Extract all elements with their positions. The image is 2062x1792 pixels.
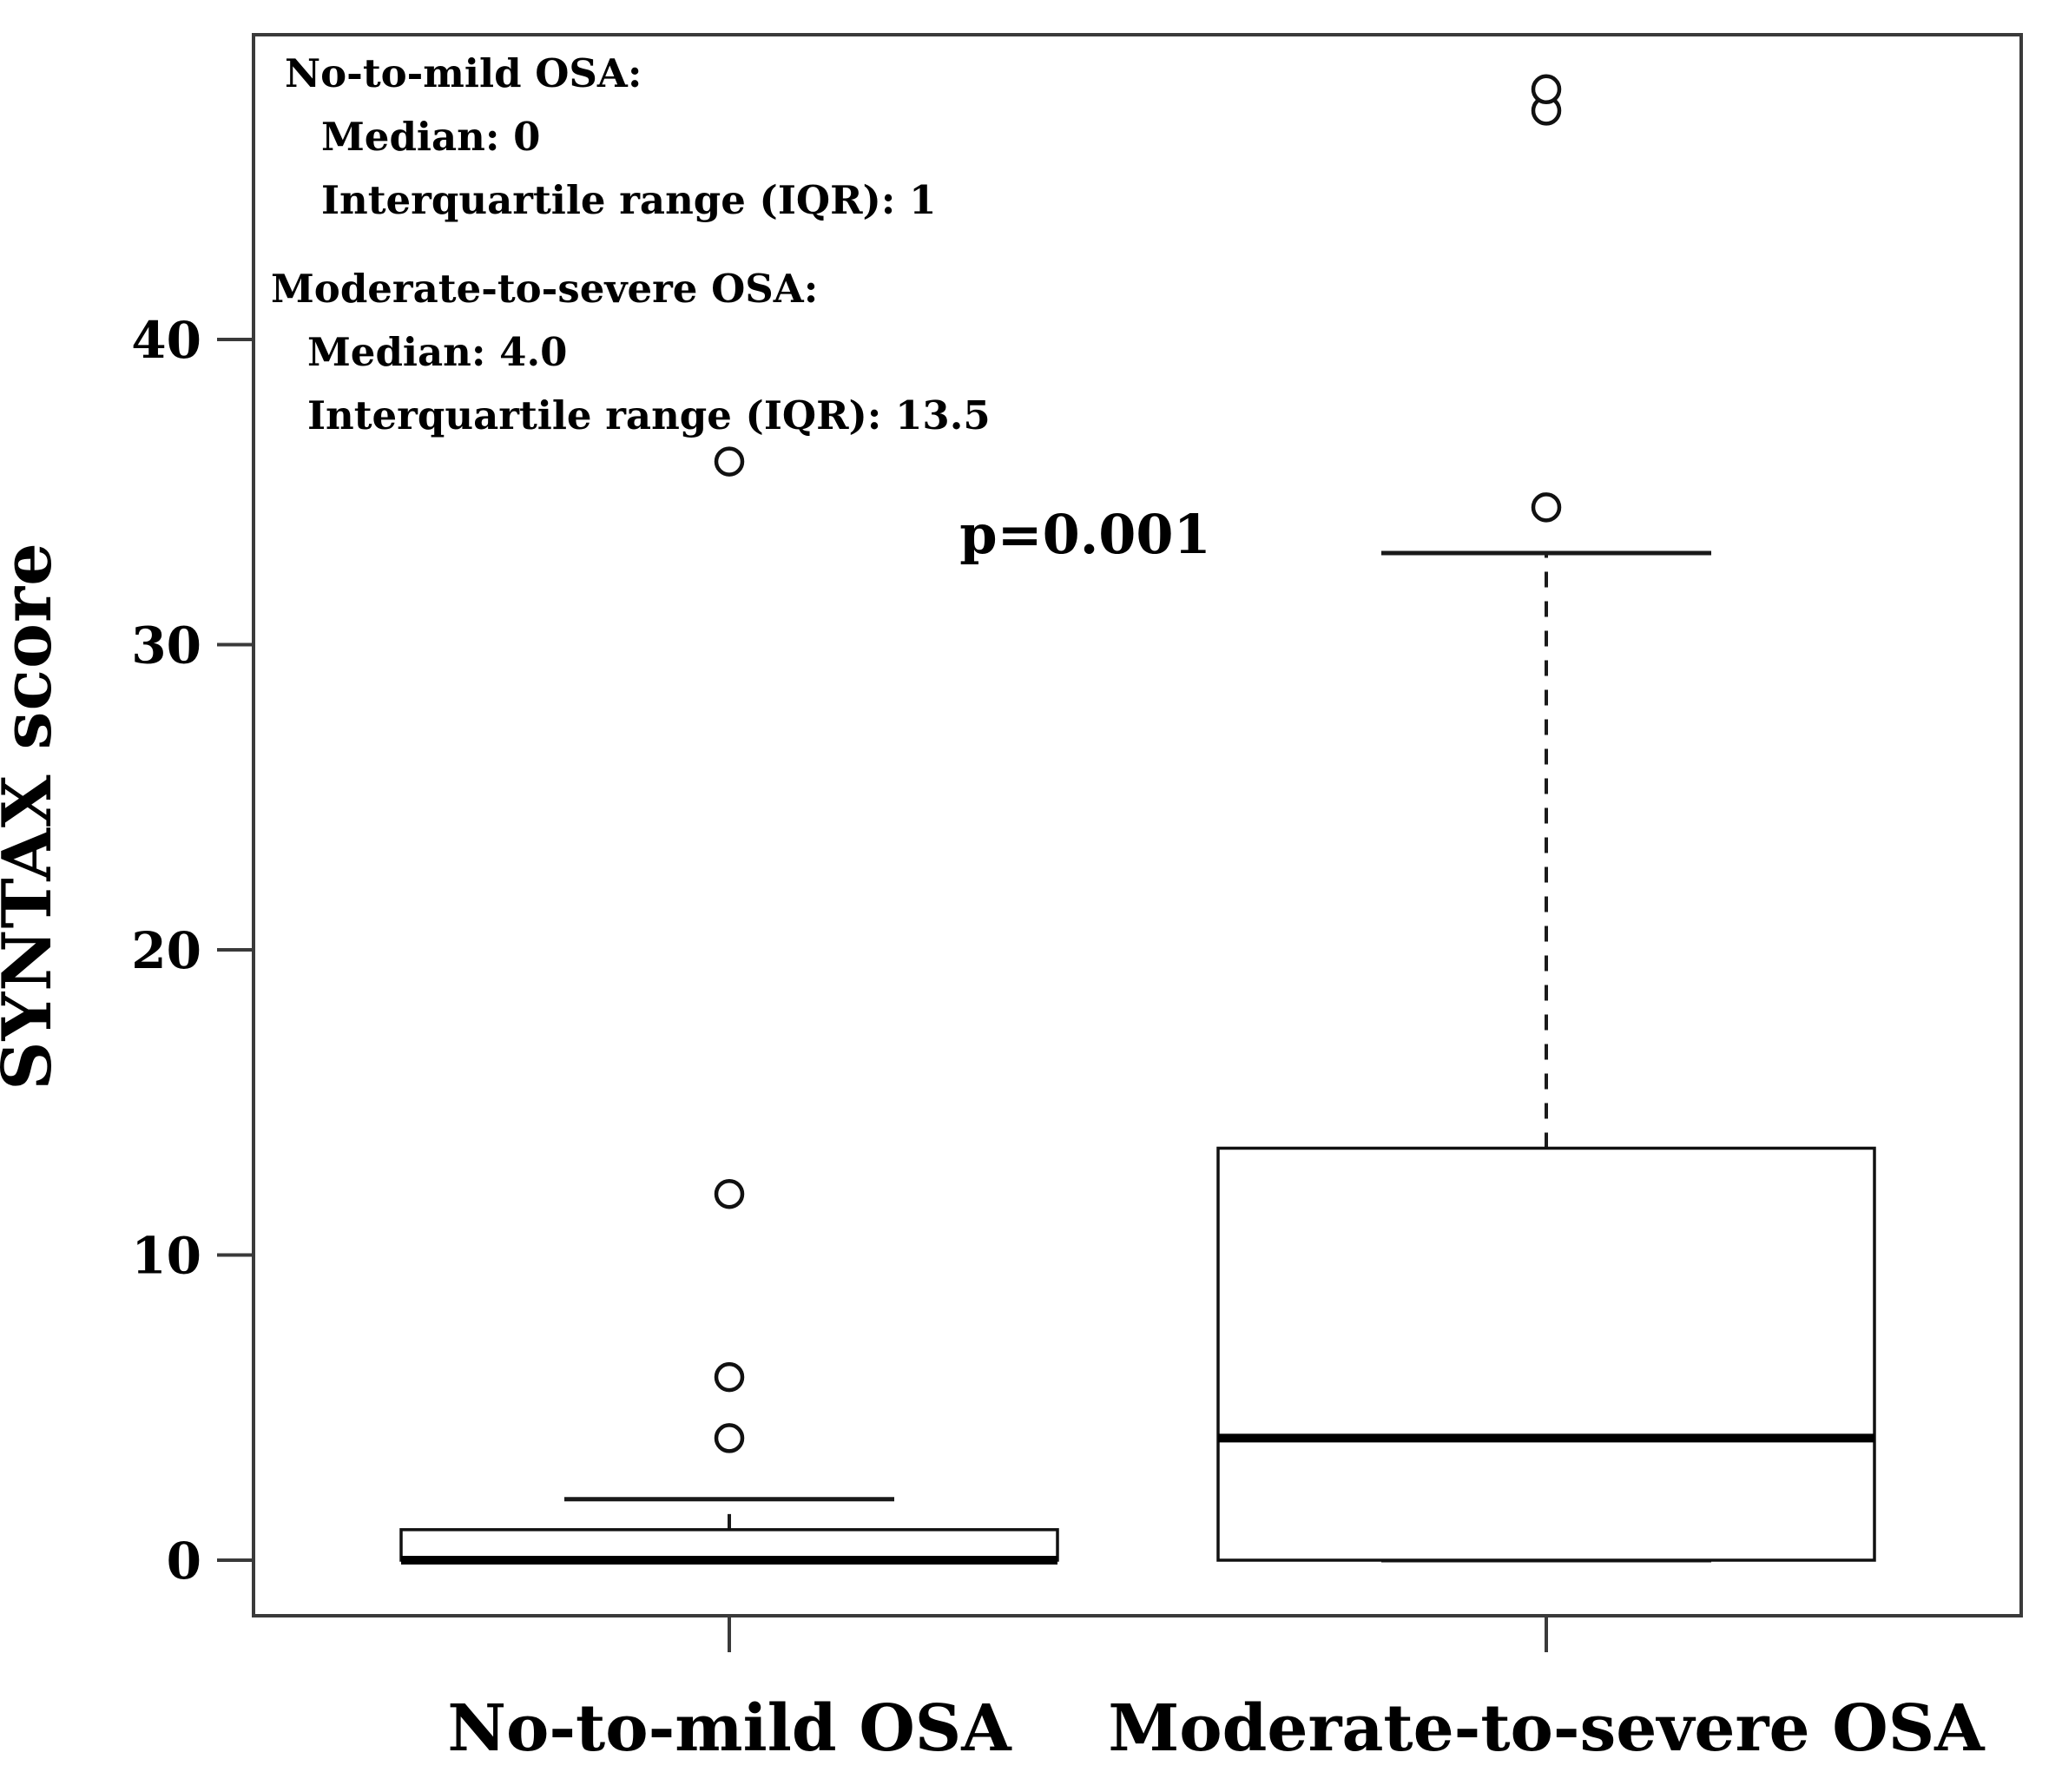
y-tick-label: 20 <box>131 921 201 980</box>
y-tick-label: 30 <box>131 616 201 675</box>
outlier-point <box>714 1178 745 1209</box>
stats-group2-median: Median: 4.0 <box>307 329 568 375</box>
outlier-point <box>1531 492 1562 523</box>
y-tick-label: 10 <box>131 1227 201 1286</box>
stats-annotation-group2: Moderate-to-severe OSA: Median: 4.0 Inte… <box>271 257 991 447</box>
y-axis-title: SYNTAX score <box>0 542 67 1090</box>
outlier-point <box>714 1361 745 1393</box>
plot-border <box>252 33 2023 1617</box>
x-category-label-moderate-to-severe: Moderate-to-severe OSA <box>1108 1691 1986 1766</box>
y-tick-label: 0 <box>167 1532 201 1591</box>
outlier-point <box>714 446 745 477</box>
boxes-layer <box>399 74 1876 1565</box>
stats-group1-title: No-to-mild OSA: <box>285 50 642 96</box>
stats-annotation-group1: No-to-mild OSA: Median: 0 Interquartile … <box>285 42 936 232</box>
y-axis: 0 10 20 30 40 <box>131 311 254 1591</box>
outlier-point <box>1531 74 1562 105</box>
stats-group1-iqr: Interquartile range (IQR): 1 <box>321 177 937 223</box>
box-group-1 <box>399 446 1059 1565</box>
p-value-label: p=0.001 <box>959 503 1210 566</box>
iqr-box <box>399 1528 1059 1562</box>
stats-group1-median: Median: 0 <box>321 114 541 160</box>
stats-group2-title: Moderate-to-severe OSA: <box>271 266 819 312</box>
x-axis <box>728 1616 1548 1652</box>
y-tick-label: 40 <box>131 311 201 370</box>
stats-group2-iqr: Interquartile range (IQR): 13.5 <box>307 392 991 438</box>
iqr-box <box>1216 1146 1876 1562</box>
box-group-2 <box>1216 74 1876 1563</box>
x-category-label-no-to-mild: No-to-mild OSA <box>447 1691 1012 1766</box>
outlier-point <box>714 1423 745 1453</box>
